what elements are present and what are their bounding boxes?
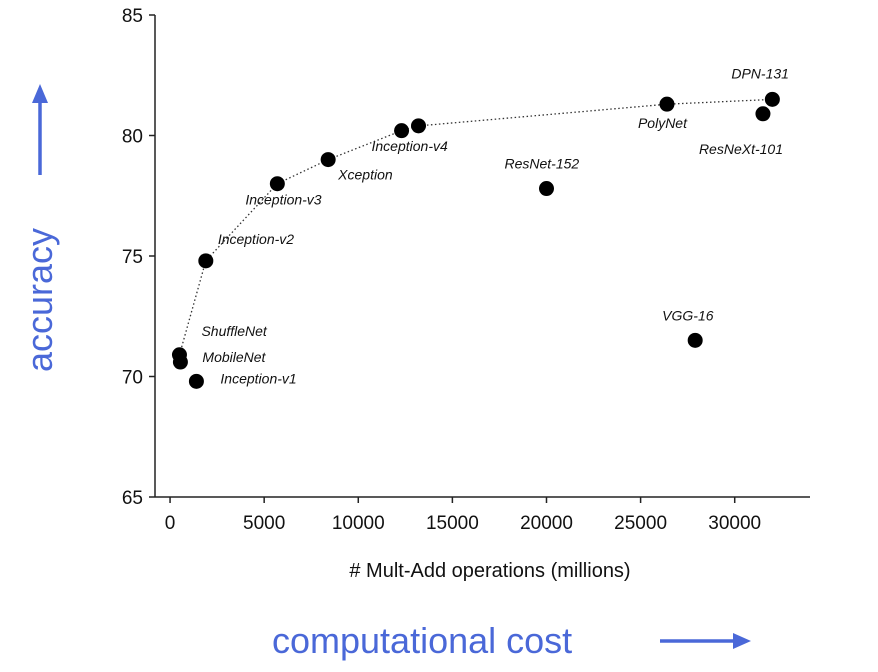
y-tick-label: 85 — [122, 6, 143, 27]
point-labels: ShuffleNet MobileNet Inception-v1 Inception… — [201, 65, 788, 386]
data-point — [394, 123, 410, 139]
axes: 65 70 75 80 85 0 5000 10000 15000 20000 25000 30000 — [122, 6, 810, 534]
data-point — [269, 176, 285, 192]
x-tick-label: 10000 — [332, 513, 385, 534]
x-tick-label: 15000 — [426, 513, 479, 534]
y-tick-label: 75 — [122, 247, 143, 268]
x-caption: computational cost — [272, 620, 751, 661]
y-tick-label: 80 — [122, 127, 143, 148]
point-label: Inception-v2 — [218, 231, 294, 247]
x-tick-label: 5000 — [243, 513, 285, 534]
point-label: ResNet-152 — [504, 156, 579, 172]
point-label: MobileNet — [202, 349, 266, 365]
data-point — [172, 354, 188, 370]
data-point — [188, 373, 204, 389]
data-points — [171, 91, 780, 389]
up-arrow-icon — [32, 84, 48, 175]
point-label: Inception-v3 — [245, 192, 321, 208]
point-label: DPN-131 — [731, 65, 789, 81]
right-arrow-icon — [660, 633, 751, 649]
point-label: Inception-v1 — [220, 370, 296, 386]
data-point — [198, 253, 214, 269]
x-tick-label: 0 — [165, 513, 176, 534]
computational-cost-caption: computational cost — [272, 620, 572, 661]
point-label: Xception — [337, 167, 393, 183]
data-point — [659, 96, 675, 112]
point-label: PolyNet — [638, 115, 688, 131]
y-tick-label: 65 — [122, 488, 143, 509]
data-point — [764, 91, 780, 107]
y-tick-label: 70 — [122, 368, 143, 389]
data-point — [687, 332, 703, 348]
y-caption: accuracy — [19, 84, 60, 372]
accuracy-caption: accuracy — [19, 228, 60, 372]
x-tick-label: 30000 — [708, 513, 761, 534]
point-label: VGG-16 — [662, 307, 714, 323]
point-label: ShuffleNet — [201, 323, 267, 339]
point-label: ResNeXt-101 — [699, 141, 783, 157]
data-point — [320, 152, 336, 168]
data-point — [411, 118, 427, 134]
x-axis-label: # Mult-Add operations (millions) — [349, 560, 630, 582]
data-point — [538, 181, 554, 197]
data-point — [755, 106, 771, 122]
point-label: Inception-v4 — [372, 138, 448, 154]
x-tick-label: 25000 — [614, 513, 667, 534]
x-tick-label: 20000 — [520, 513, 573, 534]
